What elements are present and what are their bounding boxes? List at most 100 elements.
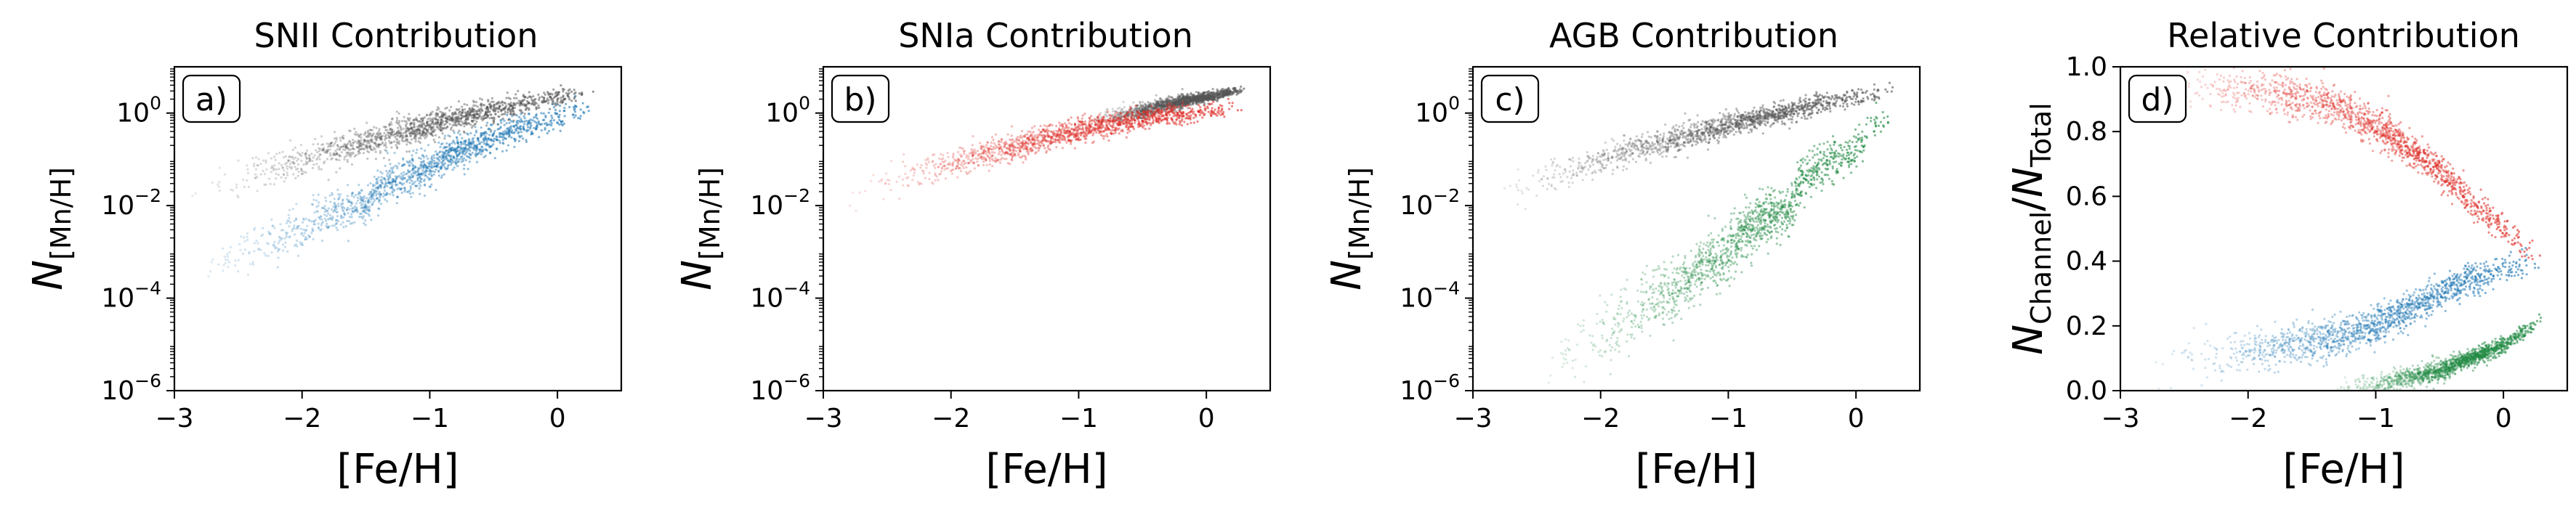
- panel-a-total-point: [407, 118, 410, 121]
- panel-a-total-point: [381, 142, 384, 145]
- panel-a-channel-point: [464, 159, 468, 162]
- panel-a-channel-point: [388, 182, 391, 184]
- panel-b-total-point: [1167, 94, 1170, 97]
- panel-a-channel-point: [338, 195, 341, 198]
- panel-a-channel-point: [323, 211, 326, 213]
- panel-a-total-point: [360, 144, 363, 147]
- panel-a-channel-point: [403, 177, 405, 180]
- panel-a-total-point: [275, 168, 278, 171]
- panel-a-total-point: [513, 97, 516, 99]
- panel-a-total-point: [384, 129, 387, 131]
- panel-a-channel-point: [386, 184, 389, 188]
- panel-a-total-point: [425, 114, 429, 117]
- panel-a-total-point: [439, 115, 442, 119]
- panel-a-total-point: [437, 136, 441, 139]
- panel-a-channel-point: [450, 149, 453, 152]
- panel-b-total-point: [1179, 99, 1182, 102]
- panel-a-total-point: [396, 142, 400, 144]
- panel-a-channel-point: [502, 142, 505, 145]
- panel-a-total-point: [416, 131, 419, 134]
- panel-a-total-point: [397, 140, 400, 143]
- panel-a-channel-point: [273, 245, 276, 248]
- panel-a-channel-point: [429, 160, 432, 163]
- panel-b-total-point: [1218, 91, 1221, 94]
- panel-a-channel-point: [512, 131, 515, 134]
- panel-a-total-point: [333, 152, 336, 155]
- panel-a-total-point: [446, 117, 449, 121]
- panel-a-total-point: [256, 175, 259, 179]
- panel-a-total-point: [437, 121, 440, 123]
- panel-a-channel-point: [298, 224, 301, 227]
- panel-a-total-point: [369, 145, 372, 148]
- panel-a-channel-point: [371, 197, 375, 200]
- panel-a-total-point: [464, 119, 467, 122]
- panel-a-total-point: [334, 158, 337, 161]
- panel-a-total-point: [376, 137, 379, 139]
- panel-b-channel-point: [977, 158, 980, 160]
- panel-a-total-point: [341, 136, 344, 139]
- panel-a-channel-point: [313, 211, 316, 214]
- panel-a-total-point: [475, 121, 478, 123]
- panel-b-total-point: [1141, 105, 1144, 108]
- panel-a-channel-point: [370, 219, 373, 221]
- panel-b-channel-point: [957, 162, 960, 166]
- panel-a-channel-point: [435, 165, 438, 168]
- panel-a-channel-point: [331, 216, 334, 219]
- panel-a-total-point: [286, 174, 289, 176]
- panel-a-total-point: [397, 129, 400, 132]
- panel-a-total-point: [319, 153, 322, 156]
- panel-a-channel-point: [318, 217, 321, 221]
- panel-a-channel-point: [312, 237, 315, 241]
- panel-a-total-point: [347, 147, 350, 150]
- panel-a-total-point: [457, 123, 460, 126]
- panel-a-total-point: [416, 120, 420, 123]
- panel-a-channel-point: [398, 182, 402, 184]
- panel-a-total-point: [425, 122, 429, 125]
- panel-a-channel-point: [417, 174, 420, 176]
- panel-a-total-point: [538, 106, 541, 109]
- panel-a-total-point: [278, 168, 280, 171]
- panel-a-total-point: [514, 93, 517, 96]
- panel-a-channel-point: [331, 224, 334, 227]
- panel-a-total-point: [267, 177, 271, 180]
- panel-a-total-point: [270, 166, 272, 169]
- panel-a-channel-point: [348, 208, 351, 211]
- panel-b-total-point: [1198, 92, 1200, 95]
- panel-a-channel-point: [381, 182, 384, 185]
- panel-b-total-point: [1145, 104, 1148, 107]
- panel-a-channel-point: [475, 129, 478, 132]
- panel-a-channel-point: [511, 115, 514, 118]
- panel-a-total-point: [440, 129, 443, 132]
- panel-a-total-point: [466, 113, 469, 115]
- panel-a-channel-point: [418, 176, 421, 179]
- panel-a-channel-point: [315, 210, 318, 213]
- panel-a-channel-point: [425, 155, 428, 158]
- panel-a-channel-point: [452, 149, 456, 152]
- panel-a-total-point: [363, 138, 366, 141]
- panel-a-channel-point: [246, 273, 249, 276]
- panel-a-total-point: [556, 98, 559, 101]
- panel-a-channel-point: [463, 153, 467, 156]
- panel-a-channel-point: [377, 214, 380, 217]
- panel-a-total-point: [333, 137, 336, 140]
- panel-b-channel-point: [934, 163, 937, 166]
- panel-a-total-point: [570, 99, 573, 102]
- panel-a-total-point: [452, 118, 455, 121]
- panel-a-total-point: [464, 112, 467, 115]
- panel-a-total-point: [366, 139, 369, 142]
- panel-b-channel-point: [1228, 107, 1231, 110]
- panel-a-channel-point: [495, 147, 498, 150]
- panel-a-total-point: [437, 127, 440, 131]
- panel-a-total-point: [311, 166, 314, 170]
- panel-a-total-point: [444, 120, 447, 123]
- panel-a-total-point: [434, 129, 437, 131]
- panel-a-total-point: [439, 122, 442, 125]
- panel-a-channel-point: [312, 220, 315, 223]
- panel-a-total-point: [301, 173, 304, 176]
- panel-b-channel-point: [1128, 130, 1131, 133]
- panel-a-channel-point: [348, 200, 351, 203]
- panel-a-channel-point: [350, 216, 353, 219]
- panel-a-total-point: [397, 131, 400, 134]
- panel-a-total-point: [191, 195, 194, 198]
- panel-a-total-point: [395, 132, 397, 135]
